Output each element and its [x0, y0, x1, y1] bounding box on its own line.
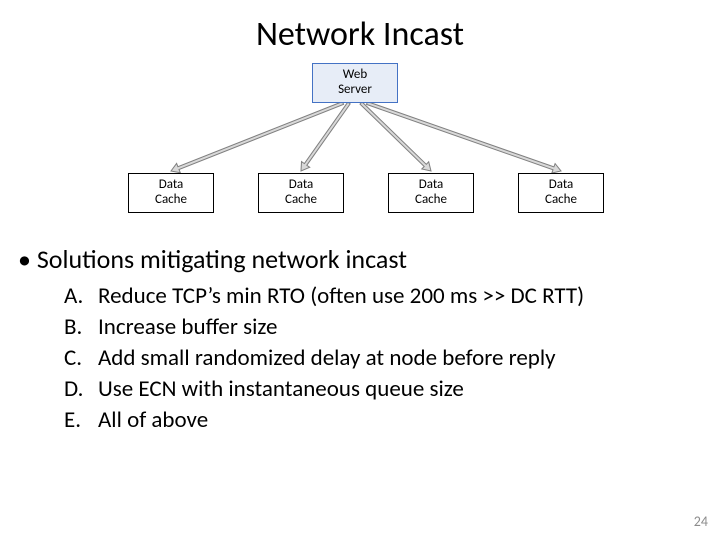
option-text: Add small randomized delay at node befor…	[98, 343, 556, 374]
option-text: Use ECN with instantaneous queue size	[98, 374, 464, 405]
bullet-heading: • Solutions mitigating network incast	[0, 243, 720, 275]
option-row-e: E.All of above	[64, 405, 720, 436]
option-letter: D.	[64, 374, 98, 405]
slide-number: 24	[694, 513, 708, 530]
option-letter: B.	[64, 312, 98, 343]
option-row-b: B.Increase buffer size	[64, 312, 720, 343]
data-cache-node-2: DataCache	[388, 173, 474, 213]
web-server-node: WebServer	[312, 63, 398, 103]
option-row-c: C.Add small randomized delay at node bef…	[64, 343, 720, 374]
option-text: Reduce TCP’s min RTO (often use 200 ms >…	[98, 281, 584, 312]
network-diagram: WebServer DataCache DataCache DataCache Data…	[0, 63, 720, 233]
option-text: Increase buffer size	[98, 312, 277, 343]
arrow-1	[301, 102, 350, 171]
data-cache-node-3: DataCache	[518, 173, 604, 213]
data-cache-node-1: DataCache	[258, 173, 344, 213]
option-letter: A.	[64, 281, 98, 312]
arrow-0	[171, 102, 344, 173]
data-cache-node-0: DataCache	[128, 173, 214, 213]
option-row-a: A.Reduce TCP’s min RTO (often use 200 ms…	[64, 281, 720, 312]
option-row-d: D.Use ECN with instantaneous queue size	[64, 374, 720, 405]
bullet-marker: •	[18, 243, 31, 275]
option-letter: E.	[64, 405, 98, 436]
slide-title: Network Incast	[0, 0, 720, 55]
option-letter: C.	[64, 343, 98, 374]
bullet-text: Solutions mitigating network incast	[37, 243, 407, 275]
option-text: All of above	[98, 405, 208, 436]
options-list: A.Reduce TCP’s min RTO (often use 200 ms…	[0, 275, 720, 436]
